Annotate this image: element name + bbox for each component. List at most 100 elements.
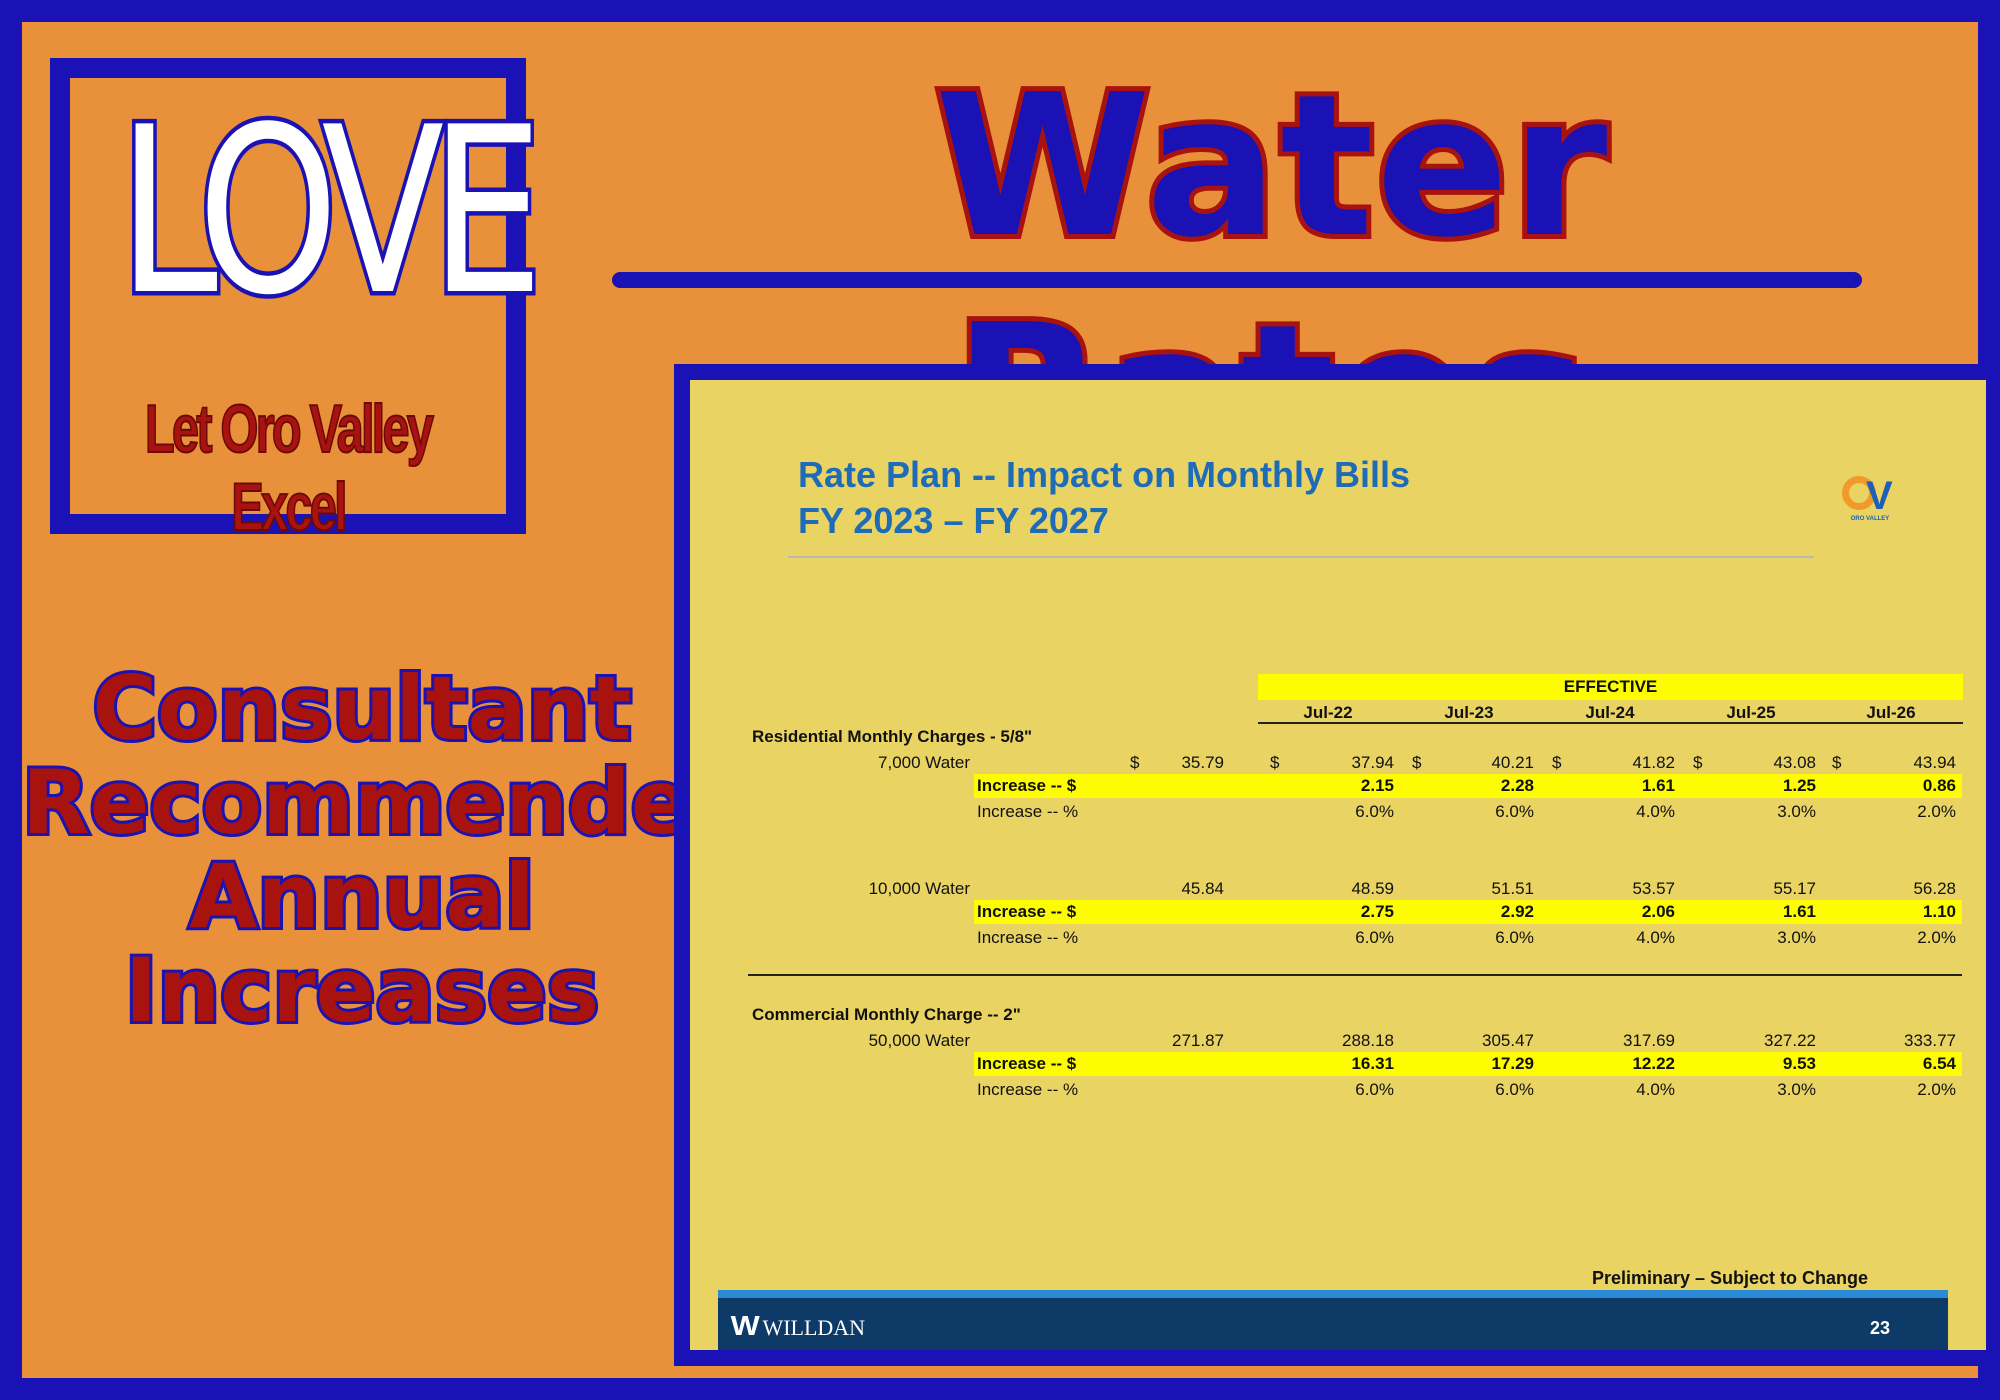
increase-dollar-cell: 1.61 [1782, 902, 1816, 921]
increase-dollar-label: Increase -- $ [977, 902, 1077, 921]
preliminary-note: Preliminary – Subject to Change [1591, 1268, 1869, 1288]
column-header-rule [1258, 722, 1963, 724]
column-header: Jul-25 [1726, 703, 1776, 722]
increase-dollar-cell: 2.28 [1500, 776, 1534, 795]
increase-pct-cell: 6.0% [1495, 802, 1534, 821]
increase-pct-cell: 2.0% [1917, 1080, 1956, 1099]
value-cell: 333.77 [1904, 1031, 1956, 1050]
increase-dollar-cell: 16.31 [1351, 1054, 1394, 1073]
increase-dollar-bar [974, 774, 1962, 798]
column-header: Jul-24 [1585, 703, 1635, 722]
increase-dollar-label: Increase -- $ [977, 1054, 1077, 1073]
value-cell: 51.51 [1491, 879, 1534, 898]
increase-pct-cell: 3.0% [1777, 1080, 1816, 1099]
increase-dollar-cell: 1.10 [1922, 902, 1956, 921]
row-label: 7,000 Water [878, 753, 970, 772]
increase-pct-label: Increase -- % [977, 802, 1079, 821]
willdan-brand: WILLDAN [762, 1315, 866, 1340]
section-heading: Commercial Monthly Charge -- 2" [752, 1005, 1021, 1024]
caption-line: Annual [186, 845, 538, 948]
currency-symbol: $ [1693, 753, 1703, 772]
increase-dollar-cell: 0.86 [1922, 776, 1956, 795]
rate-plan-slide: Rate Plan -- Impact on Monthly Bills FY … [674, 364, 2000, 1366]
slide-title-line1: Rate Plan -- Impact on Monthly Bills [798, 454, 1411, 495]
value-cell: 55.17 [1773, 879, 1816, 898]
value-cell: 327.22 [1764, 1031, 1816, 1050]
increase-dollar-cell: 12.22 [1632, 1054, 1675, 1073]
value-cell: 43.08 [1773, 753, 1816, 772]
row-label: 10,000 Water [868, 879, 970, 898]
willdan-w-icon: W [730, 1310, 760, 1341]
increase-dollar-cell: 6.54 [1922, 1054, 1956, 1073]
column-header: Jul-26 [1866, 703, 1916, 722]
row-label: 50,000 Water [868, 1031, 970, 1050]
oro-valley-logo-icon: V ORO VALLEY [1840, 472, 1910, 532]
value-cell: 317.69 [1623, 1031, 1675, 1050]
effective-header-bar [1258, 674, 1963, 700]
increase-pct-cell: 2.0% [1917, 802, 1956, 821]
oro-valley-o-icon [1842, 476, 1876, 510]
love-logo-box: LOVE Let Oro Valley Excel [50, 58, 547, 546]
current-value: 45.84 [1181, 879, 1224, 898]
increase-pct-cell: 6.0% [1355, 1080, 1394, 1099]
willdan-logo: W WILLDAN [730, 1310, 866, 1342]
oro-valley-logo-text: ORO VALLEY [1850, 516, 1890, 522]
column-header: Jul-22 [1303, 703, 1353, 722]
increase-pct-label: Increase -- % [977, 928, 1079, 947]
caption-line: Consultant [89, 657, 634, 760]
increase-pct-cell: 6.0% [1495, 928, 1534, 947]
value-cell: 37.94 [1351, 753, 1394, 772]
slide-title: Rate Plan -- Impact on Monthly Bills FY … [798, 452, 1410, 544]
increase-dollar-cell: 17.29 [1491, 1054, 1534, 1073]
increase-pct-cell: 6.0% [1355, 928, 1394, 947]
increase-pct-cell: 3.0% [1777, 802, 1816, 821]
currency-symbol: $ [1130, 753, 1140, 772]
slide-title-divider [788, 556, 1814, 558]
section-divider [748, 974, 1962, 976]
increase-dollar-label: Increase -- $ [977, 776, 1077, 795]
increase-pct-cell: 6.0% [1355, 802, 1394, 821]
increase-dollar-cell: 2.06 [1641, 902, 1675, 921]
footer-stripe [718, 1290, 1948, 1298]
currency-symbol: $ [1832, 753, 1842, 772]
value-cell: 40.21 [1491, 753, 1534, 772]
value-cell: 41.82 [1632, 753, 1675, 772]
poster-frame: LOVE Let Oro Valley Excel Water Rates Co… [19, 22, 2000, 1378]
increase-pct-label: Increase -- % [977, 1080, 1079, 1099]
value-cell: 53.57 [1632, 879, 1675, 898]
increase-dollar-cell: 1.61 [1641, 776, 1675, 795]
rate-table: EFFECTIVE Jul-22 Jul-23 Jul-24 Jul-25 Jul-26 R… [690, 380, 1986, 1350]
increase-pct-cell: 3.0% [1777, 928, 1816, 947]
increase-dollar-cell: 9.53 [1782, 1054, 1816, 1073]
increase-dollar-cell: 2.92 [1500, 902, 1534, 921]
increase-pct-cell: 4.0% [1636, 802, 1675, 821]
value-cell: 288.18 [1342, 1031, 1394, 1050]
love-logo-subtitle: Let Oro Valley Excel [144, 390, 435, 546]
title-underline [612, 272, 1862, 288]
increase-dollar-cell: 2.75 [1360, 902, 1394, 921]
current-value: 271.87 [1172, 1031, 1224, 1050]
love-logo-word: LOVE [114, 79, 547, 346]
increase-dollar-bar [974, 1052, 1962, 1076]
slide-title-line2: FY 2023 – FY 2027 [798, 500, 1109, 541]
increase-dollar-cell: 2.15 [1360, 776, 1394, 795]
oro-valley-v-icon: V [1866, 474, 1893, 518]
column-header: Jul-23 [1444, 703, 1494, 722]
increase-dollar-cell: 1.25 [1782, 776, 1816, 795]
increase-pct-cell: 2.0% [1917, 928, 1956, 947]
value-cell: 56.28 [1913, 879, 1956, 898]
increase-pct-cell: 6.0% [1495, 1080, 1534, 1099]
increase-pct-cell: 4.0% [1636, 928, 1675, 947]
currency-symbol: $ [1270, 753, 1280, 772]
page-number: 23 [1870, 1318, 1891, 1338]
caption-line: Recommended [19, 751, 756, 854]
increase-dollar-bar [974, 900, 1962, 924]
current-value: 35.79 [1181, 753, 1224, 772]
section-heading: Residential Monthly Charges - 5/8" [752, 727, 1033, 746]
value-cell: 48.59 [1351, 879, 1394, 898]
footer-band [718, 1298, 1948, 1350]
caption-line: Increases [122, 939, 602, 1042]
increase-pct-cell: 4.0% [1636, 1080, 1675, 1099]
value-cell: 43.94 [1913, 753, 1956, 772]
effective-header: EFFECTIVE [1563, 677, 1658, 696]
